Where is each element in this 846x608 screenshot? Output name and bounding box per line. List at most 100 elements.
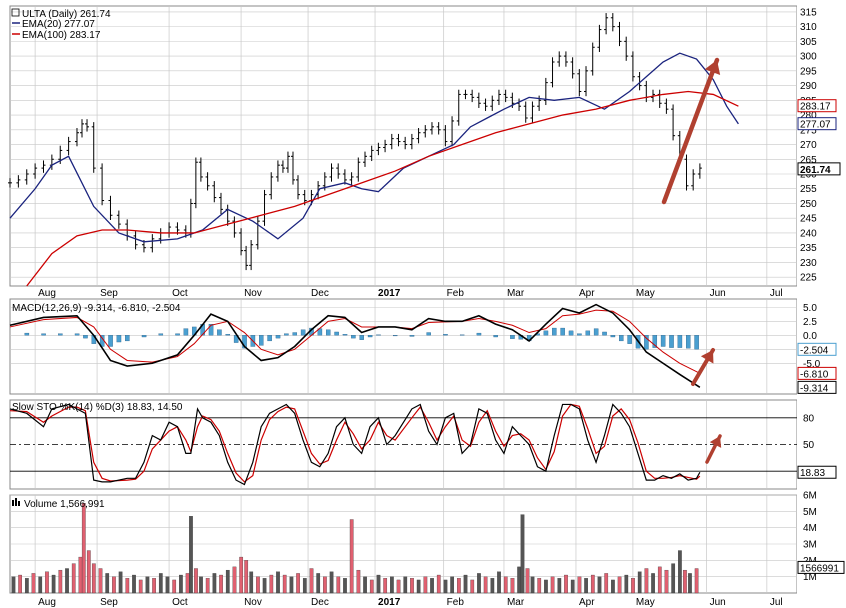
volume-bar xyxy=(125,578,130,594)
volume-bar xyxy=(138,579,143,594)
price-bar xyxy=(369,145,374,162)
price-bar xyxy=(456,89,461,126)
price-bar xyxy=(429,122,434,135)
volume-bar xyxy=(410,578,414,594)
volume-bar xyxy=(544,579,548,594)
volume-bar xyxy=(219,574,223,594)
macd-histogram-bar xyxy=(24,332,30,336)
ema20-line xyxy=(9,52,739,243)
volume-bar xyxy=(416,579,421,594)
volume-bar xyxy=(71,563,76,594)
price-bar xyxy=(232,216,237,238)
price-bar xyxy=(212,181,217,203)
price-ytick-16: 305 xyxy=(800,37,817,48)
macd-histogram-bar xyxy=(593,328,599,336)
macd-histogram-bar xyxy=(459,334,465,336)
volume-bar xyxy=(282,574,287,594)
volume-bar xyxy=(185,573,190,594)
macd-histogram-bar xyxy=(585,330,591,336)
price-bar xyxy=(470,89,475,103)
volume-xtick-4: Dec xyxy=(311,597,329,608)
volume-bar xyxy=(145,576,150,594)
macd-title: MACD(12,26,9) -9.314, -6.810, -2.504 xyxy=(12,303,181,314)
price-xtick-10: Jun xyxy=(710,288,726,299)
price-bar xyxy=(577,69,582,97)
macd-line xyxy=(9,303,701,388)
macd-histogram-bar xyxy=(74,333,80,336)
volume-bar xyxy=(179,574,183,594)
svg-text:283.17: 283.17 xyxy=(800,102,831,113)
price-ytick-17: 310 xyxy=(800,22,817,33)
price-bar xyxy=(41,160,46,173)
stoch-k-value-badge: 18.83 xyxy=(797,465,837,479)
price-bar xyxy=(570,57,575,79)
price-bar-icon xyxy=(11,8,20,17)
volume-bar xyxy=(165,576,170,594)
price-xtick-2: Oct xyxy=(172,288,188,299)
stoch-ytick-1: 50 xyxy=(803,440,815,451)
volume-bar xyxy=(450,576,455,594)
price-bar xyxy=(443,125,448,147)
price-bar xyxy=(496,89,501,106)
volume-bar xyxy=(671,563,676,594)
volume-bar xyxy=(503,576,508,594)
price-xtick-7: Mar xyxy=(507,288,525,299)
price-bar xyxy=(490,95,495,111)
volume-bar xyxy=(694,568,699,594)
stoch-arrow-annotation xyxy=(705,434,722,464)
price-xtick-6: Feb xyxy=(447,288,465,299)
volume-bar xyxy=(363,576,367,594)
price-bar xyxy=(389,133,394,150)
price-bar xyxy=(356,157,361,182)
price-bar xyxy=(80,119,85,138)
price-bar xyxy=(664,98,669,114)
macd-histogram-bar xyxy=(660,335,666,347)
volume-bar xyxy=(199,576,203,594)
macd-ytick-2: 0.0 xyxy=(803,331,817,342)
stoch-title: Slow STO %K(14) %D(3) 18.83, 14.50 xyxy=(12,402,183,413)
volume-xtick-7: Mar xyxy=(507,597,525,608)
macd-histogram-bar xyxy=(476,332,482,336)
volume-bar xyxy=(430,578,434,594)
svg-text:261.74: 261.74 xyxy=(800,165,831,176)
volume-bar xyxy=(98,568,103,594)
price-bar xyxy=(74,128,79,147)
price-bar xyxy=(563,51,568,67)
price-bar xyxy=(269,172,274,200)
volume-bar xyxy=(590,574,595,594)
price-bar xyxy=(436,122,441,135)
price-arrow-annotation xyxy=(661,57,721,205)
price-ytick-10: 275 xyxy=(800,125,817,136)
volume-bar xyxy=(296,573,300,594)
price-ytick-18: 315 xyxy=(800,7,817,18)
price-xtick-0: Aug xyxy=(38,288,56,299)
volume-ytick-0: 6M xyxy=(803,491,817,502)
volume-bar xyxy=(683,569,687,594)
volume-bar xyxy=(276,571,280,594)
volume-bar xyxy=(376,574,381,594)
macd-histogram-bar xyxy=(493,335,498,338)
macd-histogram-bar xyxy=(627,335,632,344)
volume-xtick-6: Feb xyxy=(447,597,465,608)
macd-histogram-bar xyxy=(577,333,582,336)
macd-histogram-bar xyxy=(510,335,515,339)
macd-histogram-bar xyxy=(644,335,649,350)
volume-bar xyxy=(497,571,501,594)
macd-histogram-bar xyxy=(259,335,264,346)
volume-xtick-5: 2017 xyxy=(378,597,401,608)
volume-bar xyxy=(45,571,49,594)
price-bar xyxy=(463,89,468,100)
volume-bar xyxy=(212,573,217,594)
volume-bar xyxy=(323,576,327,594)
price-bar xyxy=(671,104,676,141)
price-bar xyxy=(630,51,635,82)
volume-bar xyxy=(631,578,635,594)
macd-histogram-bar xyxy=(158,333,164,336)
price-xtick-3: Nov xyxy=(244,288,262,299)
price-bar xyxy=(362,151,367,167)
macd-histogram-bar xyxy=(175,333,180,336)
volume-bar xyxy=(269,574,274,594)
macd-histogram-bar xyxy=(41,333,46,336)
svg-text:18.83: 18.83 xyxy=(800,468,825,479)
volume-bar xyxy=(664,569,669,594)
